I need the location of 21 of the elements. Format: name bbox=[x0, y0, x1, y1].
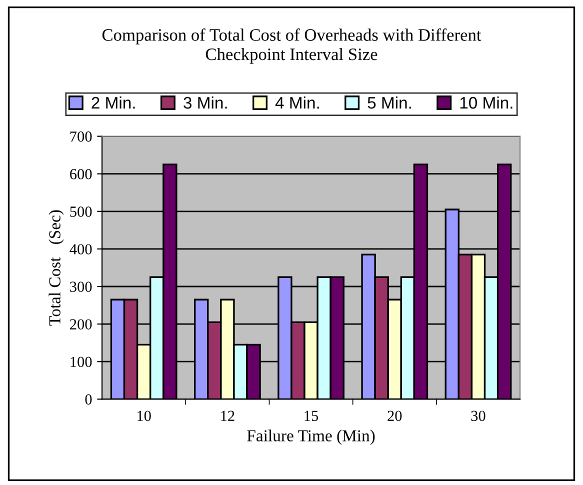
x-axis-title: Failure Time (Min) bbox=[247, 430, 375, 445]
legend-label: 3 Min. bbox=[184, 96, 227, 109]
x-tick-label: 20 bbox=[388, 410, 402, 422]
y-tick-label: 600 bbox=[70, 168, 92, 180]
x-tick-label: 30 bbox=[471, 410, 486, 422]
legend-label: 5 Min. bbox=[368, 96, 411, 109]
y-axis-title: Total Cost (Sec) bbox=[48, 210, 64, 326]
y-tick-label: 400 bbox=[70, 244, 92, 254]
y-tick-label: 300 bbox=[70, 282, 92, 292]
y-tick-label: 700 bbox=[70, 131, 92, 142]
y-tick-label: 500 bbox=[70, 206, 92, 217]
x-tick-label: 10 bbox=[138, 410, 151, 422]
legend-label: 10 Min. bbox=[460, 96, 512, 109]
legend-label: 4 Min. bbox=[275, 96, 319, 109]
legend-label: 2 Min. bbox=[92, 96, 135, 109]
x-tick-label: 12 bbox=[221, 410, 234, 421]
y-tick-label: 0 bbox=[85, 394, 92, 405]
chart-title: Comparison of Total Cost of Overheads with Different Checkpoint Interval Size bbox=[102, 28, 482, 64]
x-tick-label: 15 bbox=[304, 410, 318, 422]
y-tick-label: 100 bbox=[70, 356, 92, 368]
y-tick-label: 200 bbox=[70, 319, 92, 330]
